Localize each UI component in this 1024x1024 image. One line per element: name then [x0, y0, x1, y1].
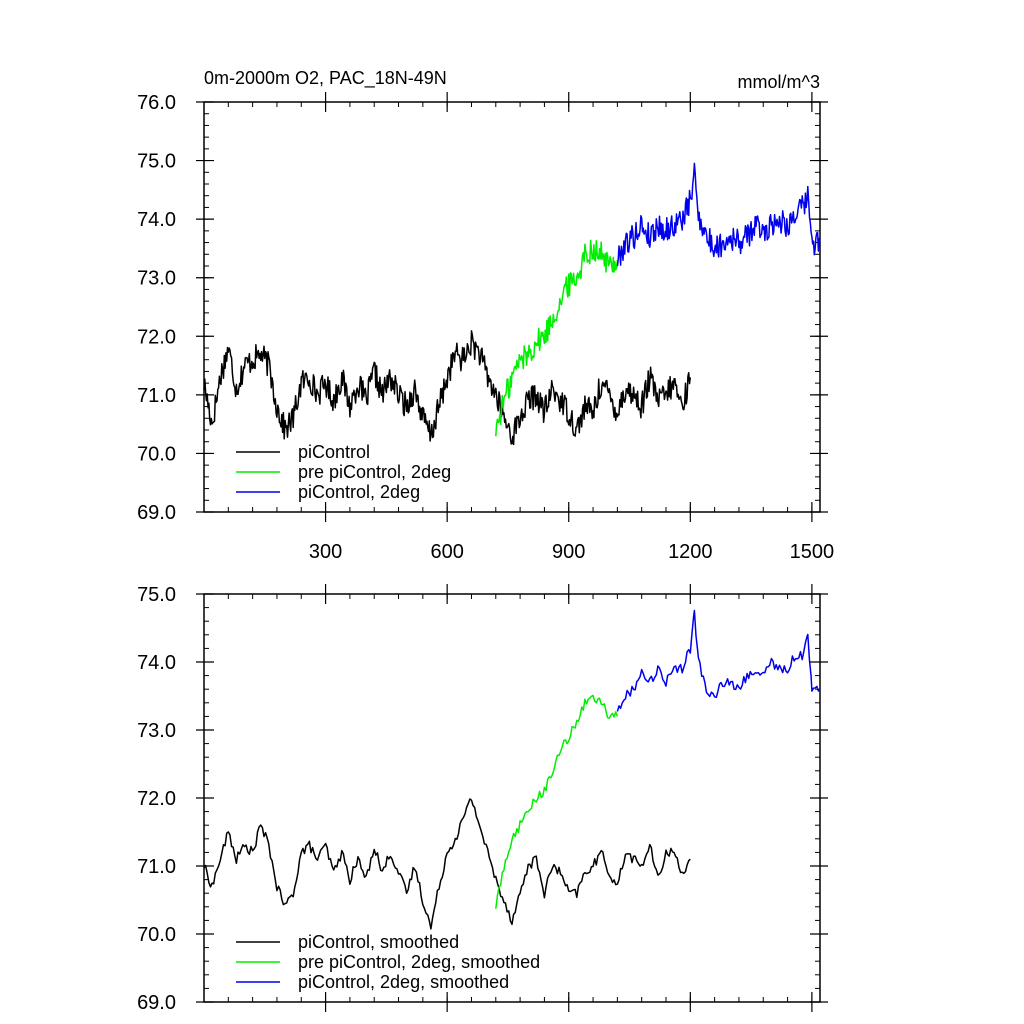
y-tick-label: 74.0 — [137, 209, 176, 231]
y-tick-label: 71.0 — [137, 856, 176, 878]
y-tick-label: 72.0 — [137, 788, 176, 810]
series-line — [495, 239, 619, 437]
units-label: mmol/m^3 — [738, 72, 820, 92]
x-tick-label: 900 — [552, 541, 585, 563]
x-tick-label: 600 — [430, 541, 463, 563]
y-tick-label: 69.0 — [137, 992, 176, 1014]
y-tick-label: 75.0 — [137, 584, 176, 606]
y-tick-label: 70.0 — [137, 443, 176, 465]
chart-title: 0m-2000m O2, PAC_18N-49N — [204, 68, 447, 89]
series-line — [203, 798, 691, 930]
legend-label: piControl, 2deg, smoothed — [298, 972, 509, 992]
x-tick-label: 1200 — [668, 541, 713, 563]
series-line — [616, 162, 821, 267]
series-line — [495, 694, 619, 909]
x-tick-label: 300 — [309, 541, 342, 563]
top-panel: 69.0 70.0 71.0 72.0 73.0 74.0 75.0 76.0 300 600 90… — [137, 92, 834, 563]
y-tick-label: 76.0 — [137, 92, 176, 114]
bottom-panel: 69.0 70.0 71.0 72.0 73.0 74.0 75.0 piControl, s… — [137, 584, 828, 1014]
legend-label: piControl, smoothed — [298, 932, 459, 952]
legend-label: piControl — [298, 442, 370, 462]
y-tick-label: 75.0 — [137, 151, 176, 173]
series-line — [616, 609, 821, 712]
plot-frame — [203, 593, 821, 1003]
plot-frame — [203, 101, 821, 513]
y-tick-label: 73.0 — [137, 720, 176, 742]
legend-label: piControl, 2deg — [298, 482, 420, 502]
y-tick-label: 71.0 — [137, 385, 176, 407]
legend-label: pre piControl, 2deg, smoothed — [298, 952, 540, 972]
legend-label: pre piControl, 2deg — [298, 462, 451, 482]
y-tick-label: 73.0 — [137, 268, 176, 290]
x-tick-label: 1500 — [790, 541, 835, 563]
y-tick-label: 72.0 — [137, 326, 176, 348]
y-tick-label: 69.0 — [137, 502, 176, 524]
y-tick-label: 70.0 — [137, 924, 176, 946]
series-line — [203, 330, 692, 446]
y-tick-label: 74.0 — [137, 652, 176, 674]
